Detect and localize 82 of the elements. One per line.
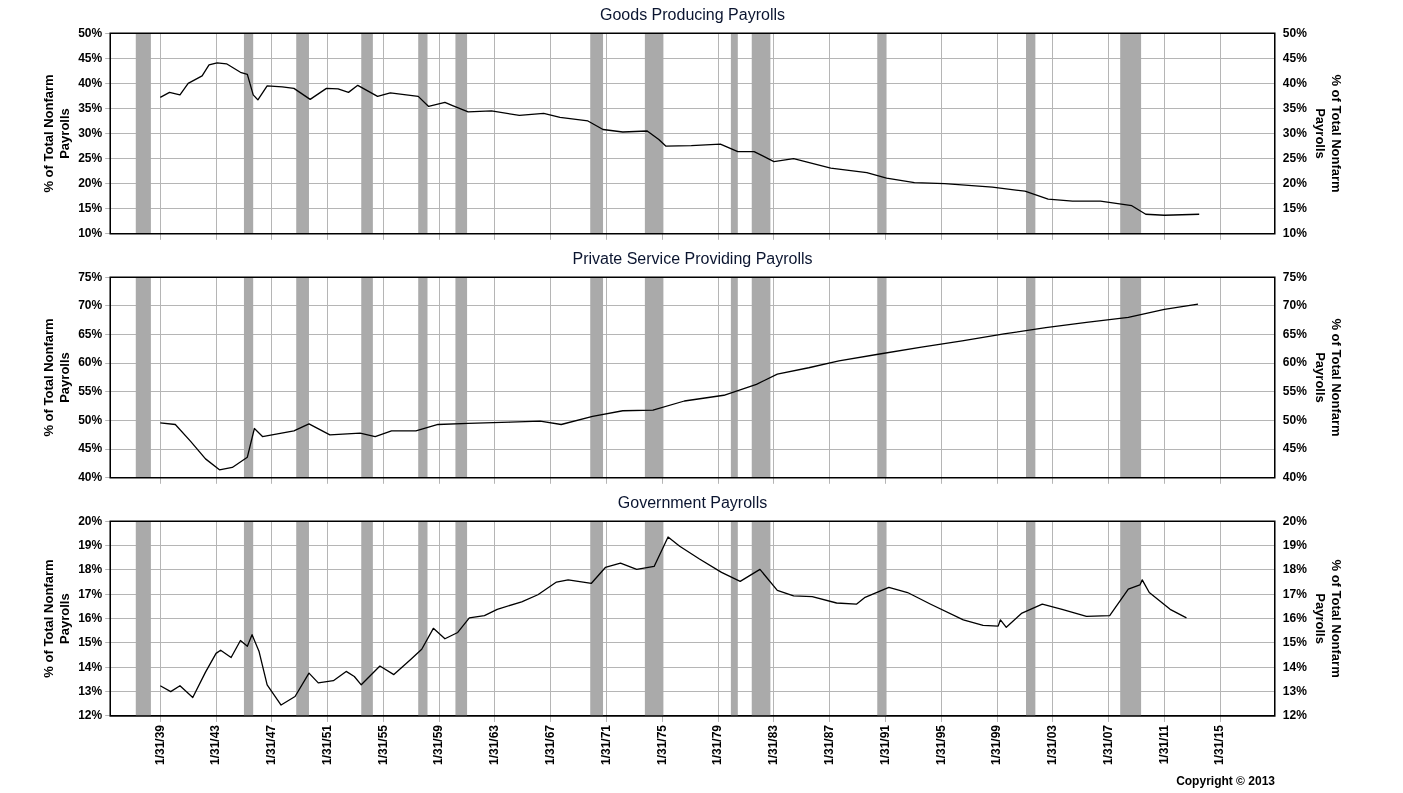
y2-tick-label: 75% — [1282, 269, 1308, 284]
y2-tick-label: 25% — [1282, 150, 1308, 165]
y-tick-label: 70% — [78, 298, 103, 313]
y-tick-label: 60% — [78, 355, 103, 370]
y2-tick-label: 12% — [1282, 708, 1308, 723]
y2-tick-label: 50% — [1282, 25, 1308, 40]
y-tick-label: 40% — [78, 470, 103, 485]
y-tick-label: 65% — [78, 326, 103, 341]
y-axis-title: % of Total Nonfarm Payrolls — [41, 74, 72, 193]
y-tick-label: 20% — [78, 175, 103, 190]
x-tick-label: 1/31/99 — [989, 724, 1004, 766]
y-tick-label: 45% — [78, 441, 103, 456]
y-tick-label: 25% — [78, 150, 103, 165]
chart-title: Private Service Providing Payrolls — [572, 250, 813, 268]
y-tick-label: 13% — [78, 683, 103, 698]
y-tick-label: 55% — [78, 384, 103, 399]
x-tick-label: 1/31/63 — [487, 724, 502, 766]
y-tick-label: 30% — [78, 125, 103, 140]
x-tick-label: 1/31/51 — [319, 724, 334, 766]
y2-tick-label: 14% — [1282, 659, 1308, 674]
y2-tick-label: 65% — [1282, 326, 1308, 341]
y-tick-label: 12% — [78, 708, 103, 723]
text: Copyright © 2013 — [1176, 774, 1275, 788]
y-tick-label: 75% — [78, 269, 103, 284]
y2-tick-label: 15% — [1282, 201, 1308, 216]
y-axis-title: % of Total Nonfarm Payrolls — [41, 318, 72, 437]
x-tick-label: 1/31/91 — [877, 724, 892, 766]
y-tick-label: 14% — [78, 659, 103, 674]
x-tick-label: 1/31/83 — [766, 724, 781, 766]
y2-tick-label: 13% — [1282, 683, 1308, 698]
x-tick-label: 1/31/43 — [208, 724, 223, 766]
y2-tick-label: 40% — [1282, 470, 1308, 485]
y-tick-label: 19% — [78, 537, 103, 552]
x-tick-label: 1/31/47 — [264, 724, 279, 766]
x-tick-label: 1/31/95 — [933, 724, 948, 766]
y-tick-label: 35% — [78, 100, 103, 115]
y2-axis-title: % of Total Nonfarm Payrolls — [1313, 318, 1344, 437]
y-tick-label: 40% — [78, 75, 103, 90]
y2-tick-label: 30% — [1282, 125, 1308, 140]
y2-tick-label: 15% — [1282, 635, 1308, 650]
y-tick-label: 45% — [78, 50, 103, 65]
y2-tick-label: 50% — [1282, 412, 1308, 427]
x-tick-label: 1/31/03 — [1045, 724, 1060, 766]
y2-tick-label: 45% — [1282, 50, 1308, 65]
x-tick-label: 1/31/67 — [543, 724, 558, 766]
x-tick-label: 1/31/71 — [598, 724, 613, 766]
y2-tick-label: 20% — [1282, 513, 1308, 528]
y2-tick-label: 20% — [1282, 175, 1308, 190]
x-tick-label: 1/31/87 — [821, 724, 836, 766]
x-tick-label: 1/31/07 — [1100, 724, 1115, 766]
chart-title: Goods Producing Payrolls — [600, 6, 785, 24]
y2-tick-label: 60% — [1282, 355, 1308, 370]
y-tick-label: 50% — [78, 25, 103, 40]
x-tick-label: 1/31/75 — [654, 724, 669, 766]
y-tick-label: 18% — [78, 562, 103, 577]
x-tick-label: 1/31/55 — [375, 724, 390, 766]
chart-title: Government Payrolls — [617, 494, 768, 512]
y2-axis-title: % of Total Nonfarm Payrolls — [1313, 74, 1344, 193]
y2-axis-title: % of Total Nonfarm Payrolls — [1313, 559, 1344, 678]
y2-tick-label: 40% — [1282, 75, 1308, 90]
y-tick-label: 16% — [78, 610, 103, 625]
y-axis-title: % of Total Nonfarm Payrolls — [41, 559, 72, 678]
y2-tick-label: 35% — [1282, 100, 1308, 115]
y2-tick-label: 45% — [1282, 441, 1308, 456]
y2-tick-label: 55% — [1282, 384, 1308, 399]
x-tick-label: 1/31/59 — [431, 724, 446, 766]
y-tick-label: 17% — [78, 586, 103, 601]
x-tick-label: 1/31/11 — [1156, 724, 1171, 765]
x-tick-label: 1/31/79 — [710, 724, 725, 766]
x-tick-label: 1/31/39 — [152, 724, 167, 766]
y2-tick-label: 17% — [1282, 586, 1308, 601]
y2-tick-label: 16% — [1282, 610, 1308, 625]
y-tick-label: 15% — [78, 201, 103, 216]
y-tick-label: 10% — [78, 226, 103, 241]
y2-tick-label: 18% — [1282, 562, 1308, 577]
x-tick-label: 1/31/15 — [1212, 724, 1227, 766]
y-tick-label: 15% — [78, 635, 103, 650]
y2-tick-label: 19% — [1282, 537, 1308, 552]
y-tick-label: 20% — [78, 513, 103, 528]
y2-tick-label: 10% — [1282, 226, 1308, 241]
y-tick-label: 50% — [78, 412, 103, 427]
y2-tick-label: 70% — [1282, 298, 1308, 313]
